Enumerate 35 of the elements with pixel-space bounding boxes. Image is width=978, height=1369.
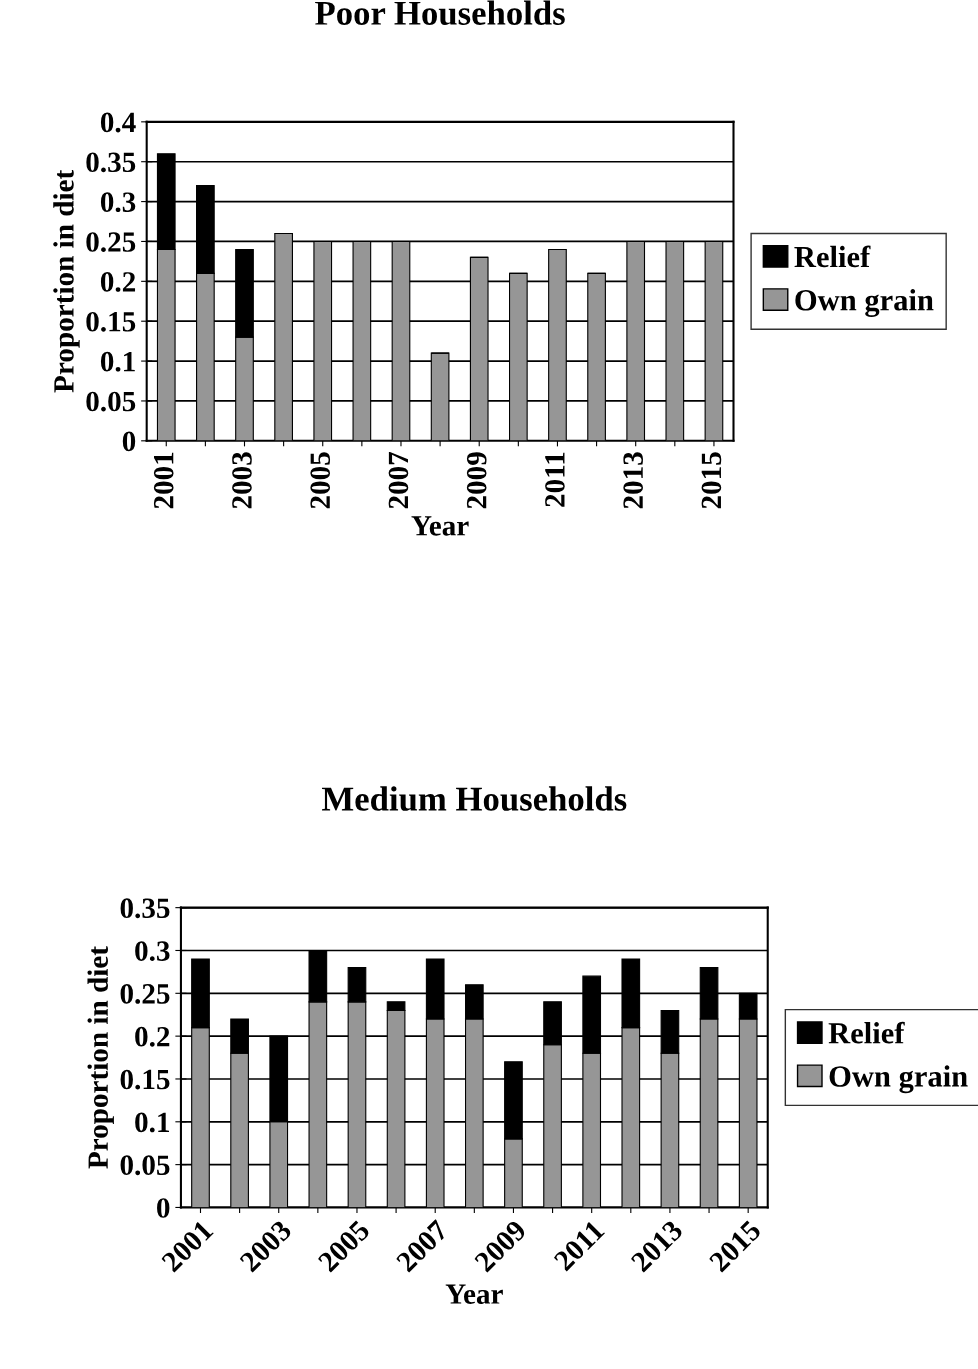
y-tick-label: 0.1 bbox=[135, 1112, 169, 1133]
x-tick-label: 2005 bbox=[310, 452, 331, 509]
y-tick-label: 0.4 bbox=[100, 112, 136, 133]
x-tick-label: 2011 bbox=[545, 452, 565, 507]
x-axis-title: Year bbox=[411, 516, 469, 536]
legend-label: Relief bbox=[794, 245, 871, 268]
y-tick-label: 0.35 bbox=[120, 898, 170, 919]
y-tick-label: 0.25 bbox=[86, 232, 136, 252]
x-tick-label: 2013 bbox=[623, 452, 643, 509]
x-tick-label: 2015 bbox=[701, 452, 722, 509]
x-tick-label: 2001 bbox=[153, 452, 174, 509]
y-tick-label: 0.15 bbox=[86, 311, 136, 332]
y-tick-label: 0.2 bbox=[135, 1026, 170, 1047]
y-tick-label: 0.05 bbox=[120, 1155, 170, 1176]
y-tick-label: 0.3 bbox=[135, 941, 170, 962]
y-tick-label: 0.3 bbox=[100, 192, 136, 213]
y-axis-title: Proportion in diet bbox=[87, 946, 114, 1169]
y-tick-label: 0.15 bbox=[120, 1069, 170, 1090]
chart-title: Medium Households bbox=[322, 786, 627, 811]
x-tick-label: 2003 bbox=[232, 452, 252, 509]
y-tick-label: 0.05 bbox=[86, 391, 136, 412]
x-tick-label: 2007 bbox=[388, 451, 409, 509]
y-axis-title: Proportion in diet bbox=[53, 169, 80, 393]
y-tick-label: 0.1 bbox=[100, 351, 135, 372]
legend-label: Relief bbox=[828, 1021, 905, 1044]
y-tick-label: 0 bbox=[122, 431, 136, 452]
x-tick-label: 2009 bbox=[466, 452, 487, 509]
legend-label: Own grain bbox=[795, 289, 934, 317]
y-tick-label: 0 bbox=[157, 1198, 170, 1218]
chart-title: Poor Households bbox=[315, 0, 565, 26]
y-tick-label: 0.2 bbox=[100, 272, 136, 292]
y-tick-label: 0.25 bbox=[120, 984, 170, 1004]
legend-label: Own grain bbox=[829, 1065, 968, 1094]
x-axis-title: Year bbox=[445, 1284, 503, 1304]
y-tick-label: 0.35 bbox=[86, 152, 136, 173]
